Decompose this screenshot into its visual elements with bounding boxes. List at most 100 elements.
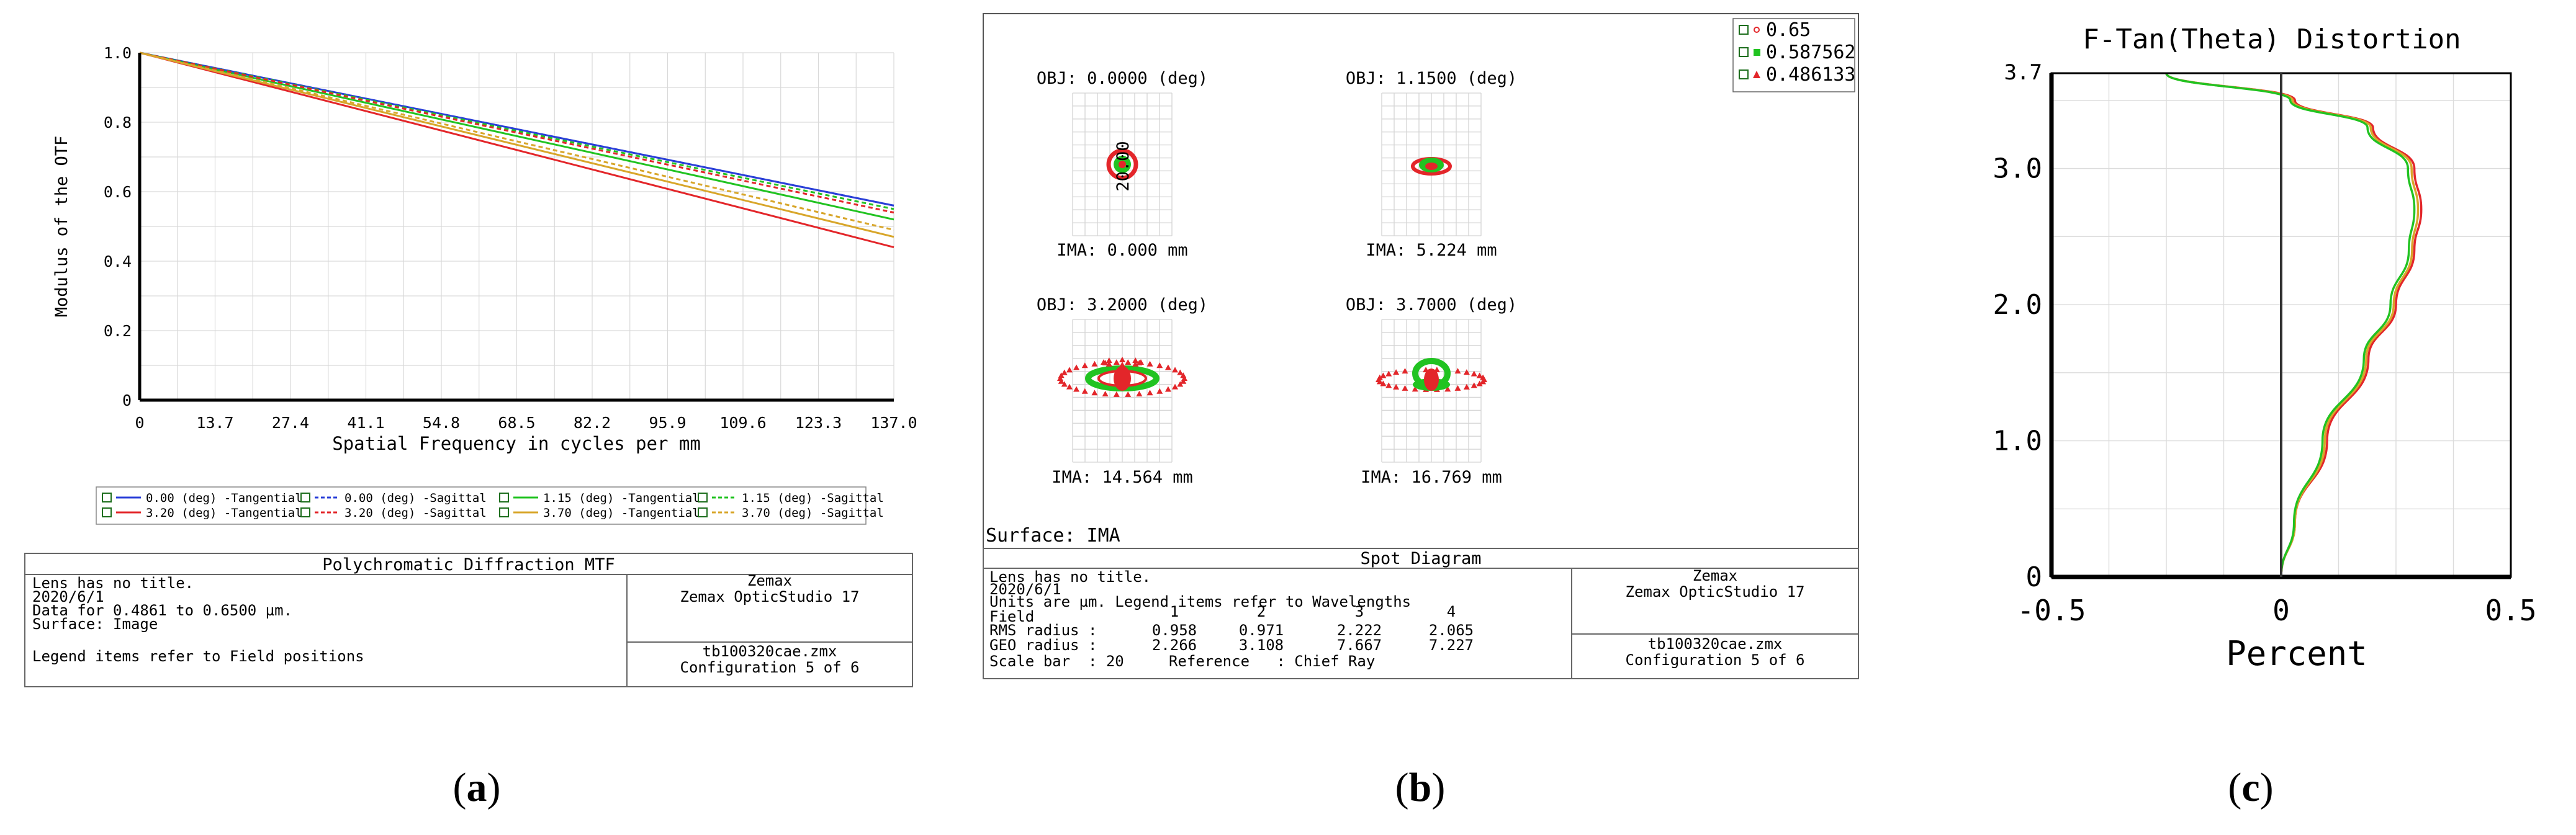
spot-obj-1: OBJ: 0.0000 (deg) <box>1037 69 1208 88</box>
spot-ima-2: IMA: 5.224 mm <box>1366 241 1497 260</box>
spot-geo-3: 7.667 <box>1337 636 1382 654</box>
spot-field3-red-triangle <box>1125 391 1132 397</box>
spot-rms-1: 0.958 <box>1152 622 1197 639</box>
mtf-info-file: tb100320cae.zmx <box>703 643 837 660</box>
spot-ima-3: IMA: 14.564 mm <box>1052 468 1193 487</box>
caption-b: (b) <box>1395 765 1446 810</box>
spot-field4-red-triangle <box>1385 370 1392 377</box>
spot-field3-red-triangle <box>1066 367 1073 373</box>
mtf-legend-label: 3.70 (deg) -Sagittal <box>742 506 884 520</box>
spot-info-line-2: 2020/6/1 <box>989 581 1061 598</box>
spot-field3-red-triangle <box>1061 369 1068 375</box>
mtf-y-axis-label: Modulus of the OTF <box>52 136 71 318</box>
spot-rms-2: 0.971 <box>1239 622 1284 639</box>
spot-field3-red-triangle <box>1180 372 1187 378</box>
mtf-series <box>139 51 894 249</box>
spot-field3-red-triangle <box>1081 388 1088 394</box>
spot-field3-red-triangle <box>1180 378 1187 384</box>
mtf-legend-check-icon <box>300 507 310 517</box>
mtf-legend-check-icon <box>102 507 112 517</box>
spot-info-company: Zemax <box>1693 567 1737 584</box>
spot-frame <box>983 13 1859 549</box>
mtf-legend-label: 3.20 (deg) -Sagittal <box>345 506 487 520</box>
spot-scale-line: Scale bar : 20 Reference : Chief Ray <box>989 653 1375 670</box>
mtf-panel: 0 13.7 27.4 41.1 54.8 68.5 82.2 95.9 109.6 123.3 1… <box>24 44 917 687</box>
mtf-y-tick-label: 0.8 <box>104 114 132 132</box>
mtf-x-tick-label: 41.1 <box>347 414 384 432</box>
distortion-y-tick-label: 0 <box>2026 561 2043 593</box>
spot-field3-red-triangle <box>1073 364 1080 370</box>
spot-field1-red-center <box>1119 161 1126 168</box>
spot-info-title: Spot Diagram <box>1360 549 1481 568</box>
mtf-info-line-1: Lens has no title. <box>32 574 194 592</box>
spot-info-line-3: Units are µm. Legend items refer to Wave… <box>989 593 1411 610</box>
mtf-tick-labels: 0 13.7 27.4 41.1 54.8 68.5 82.2 95.9 109.6 123.3 1… <box>104 44 917 432</box>
spot-field3-red-triangle <box>1164 364 1171 370</box>
spot-field3-red-triangle <box>1172 367 1179 373</box>
spot-field3-red-triangle <box>1177 381 1184 387</box>
mtf-info-line-4: Surface: Image <box>32 615 158 633</box>
spot-geo-4: 7.227 <box>1429 636 1474 654</box>
spot-field3-red-triangle <box>1102 391 1109 397</box>
mtf-y-tick-label: 0.2 <box>104 322 132 340</box>
mtf-x-tick-label: 123.3 <box>795 414 842 432</box>
spot-field3-red-triangle <box>1146 390 1153 396</box>
spot-info-file: tb100320cae.zmx <box>1648 635 1783 653</box>
mtf-series-line <box>139 51 894 231</box>
spot-field4-red-triangle <box>1454 385 1461 391</box>
spot-field4-red-triangle <box>1463 383 1470 390</box>
spot-field-3: 3 <box>1355 603 1364 620</box>
mtf-x-tick-label: 0 <box>135 414 144 432</box>
mtf-legend-check-icon <box>698 493 708 502</box>
spot-field3-red-triangle <box>1073 386 1080 392</box>
distortion-y-tick-label: 3.7 <box>2004 60 2042 85</box>
mtf-info-title: Polychromatic Diffraction MTF <box>322 555 615 574</box>
mtf-info-line-2: 2020/6/1 <box>32 588 104 605</box>
distortion-series <box>2165 73 2423 578</box>
spot-rms-3: 2.222 <box>1337 622 1382 639</box>
spot-surface: Surface: IMA <box>986 525 1120 547</box>
spot-geo-1: 2.266 <box>1152 636 1197 654</box>
spot-field3-red-triangle <box>1113 391 1120 397</box>
spot-field1-red-ring <box>1106 148 1138 181</box>
spot-field3-red-triangle <box>1113 359 1120 365</box>
mtf-legend-check-icon <box>698 507 708 517</box>
mtf-x-tick-label: 95.9 <box>649 414 686 432</box>
distortion-x-tick-label: -0.5 <box>2017 594 2086 627</box>
mtf-legend-label: 0.00 (deg) -Sagittal <box>345 491 487 505</box>
spot-field2-red-center <box>1425 163 1438 170</box>
distortion-title: F-Tan(Theta) Distortion <box>2083 24 2461 55</box>
spot-field3-red-triangle <box>1119 362 1125 367</box>
mtf-axes <box>138 53 894 402</box>
mtf-legend-label: 0.00 (deg) -Tangential <box>146 491 302 505</box>
mtf-info-legend-note: Legend items refer to Field positions <box>32 648 364 665</box>
spot-field3-red-triangle <box>1091 390 1098 396</box>
distortion-y-tick-label: 1.0 <box>1993 426 2042 457</box>
mtf-y-tick-label: 1.0 <box>104 44 132 62</box>
spot-field4-red-triangle <box>1476 380 1483 386</box>
spot-patterns <box>1057 148 1487 397</box>
spot-panel: OBJ: 0.0000 (deg) OBJ: 1.1500 (deg) OBJ:… <box>983 13 1859 679</box>
spot-field3-red-triangle <box>1156 362 1163 368</box>
spot-field3-red-triangle <box>1081 362 1088 368</box>
legend-circle-icon <box>1754 27 1760 33</box>
spot-field-1: 1 <box>1170 603 1179 620</box>
spot-field3-red-triangle <box>1138 359 1144 365</box>
distortion-plot-area <box>2045 71 2511 577</box>
mtf-legend-check-icon <box>499 507 509 517</box>
mtf-series-line <box>139 51 894 238</box>
mtf-info-line-3: Data for 0.4861 to 0.6500 µm. <box>32 602 292 619</box>
spot-field3-red-triangle <box>1132 360 1139 367</box>
spot-info-product: Zemax OpticStudio 17 <box>1626 583 1805 601</box>
spot-field4-red-triangle <box>1480 374 1487 380</box>
spot-rms-label: RMS radius : <box>989 622 1097 639</box>
spot-field3-red-triangle <box>1132 357 1139 364</box>
legend-square-icon <box>1754 49 1760 56</box>
spot-field3-red-triangle <box>1101 359 1107 365</box>
spot-info-box: Spot Diagram Lens has no title. 2020/6/1… <box>983 548 1859 679</box>
spot-field3-red-triangle <box>1091 360 1098 367</box>
spot-field3-red-triangle <box>1164 386 1171 392</box>
spot-ima-4: IMA: 16.769 mm <box>1361 468 1502 487</box>
mtf-legend-check-icon <box>102 493 112 502</box>
mtf-x-tick-label: 27.4 <box>272 414 309 432</box>
